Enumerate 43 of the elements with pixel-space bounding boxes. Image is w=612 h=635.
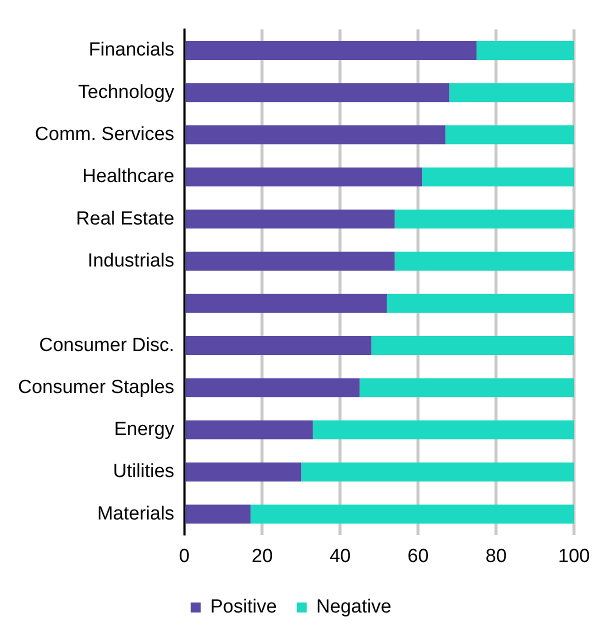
y-tick-label: Consumer Staples xyxy=(18,376,174,398)
legend-label: Negative xyxy=(316,596,392,618)
bar xyxy=(476,40,574,60)
bar xyxy=(186,252,395,271)
y-tick-label: Healthcare xyxy=(82,166,174,188)
bar xyxy=(186,336,372,356)
y-tick-label: Real Estate xyxy=(76,208,174,230)
bar xyxy=(186,83,450,102)
y-tick-label: Materials xyxy=(97,503,174,524)
bar xyxy=(186,125,446,144)
y-tick-label: Energy xyxy=(114,419,175,440)
x-tick-label: 60 xyxy=(408,546,429,567)
bar xyxy=(312,420,574,440)
bar xyxy=(186,210,395,229)
bar xyxy=(186,420,313,440)
legend-label: Positive xyxy=(210,596,277,618)
bar xyxy=(250,504,574,524)
bar xyxy=(360,378,574,398)
x-tick-label: 0 xyxy=(179,546,190,567)
bar xyxy=(386,294,574,313)
bar xyxy=(186,167,422,186)
x-tick-label: 40 xyxy=(330,546,351,567)
bar xyxy=(394,210,574,229)
bar xyxy=(186,40,477,60)
y-tick-label: Comm. Services xyxy=(34,124,174,146)
bar xyxy=(186,462,302,482)
bar xyxy=(186,504,251,524)
x-tick-label: 20 xyxy=(252,546,273,567)
x-tick-label: 100 xyxy=(558,546,590,567)
y-tick-label: Utilities xyxy=(113,461,174,482)
bar xyxy=(186,378,360,398)
bar xyxy=(445,125,574,144)
bar xyxy=(422,167,574,186)
bar xyxy=(301,462,574,482)
x-tick-label: 80 xyxy=(485,546,507,567)
bar xyxy=(371,336,574,356)
y-tick-label: Financials xyxy=(88,40,174,61)
bar xyxy=(394,252,574,271)
y-tick-label: Industrials xyxy=(88,250,174,272)
bar xyxy=(186,294,387,313)
y-tick-label: Consumer Disc. xyxy=(39,334,174,356)
y-tick-label: Technology xyxy=(78,82,175,103)
bar xyxy=(449,83,574,102)
